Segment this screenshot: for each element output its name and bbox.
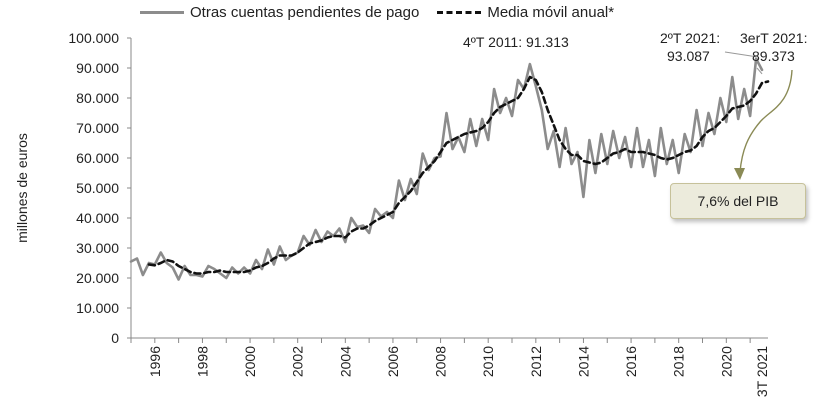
annotation-q2-2021-line2: 93.087	[667, 48, 710, 64]
x-tick-label: 1996	[147, 346, 163, 377]
y-tick-label: 20.000	[76, 270, 119, 286]
y-tick-label: 30.000	[76, 240, 119, 256]
y-tick-label: 0	[111, 330, 119, 346]
legend-swatch-solid	[140, 11, 184, 14]
annotation-peak-2011: 4ºT 2011: 91.313	[463, 34, 569, 50]
x-tick-label: 2018	[671, 346, 687, 377]
callout-connectors	[724, 51, 793, 180]
y-tick-label: 10.000	[76, 300, 119, 316]
callout-arrow-line	[739, 69, 793, 173]
x-tick-label: 2012	[528, 346, 544, 377]
x-tick-label: 2002	[290, 346, 306, 377]
legend-item-series1: Otras cuentas pendientes de pago	[140, 4, 419, 21]
legend-item-series2: Media móvil anual*	[437, 4, 614, 21]
annotation-q3-2021-line1: 3erT 2021:	[740, 30, 808, 46]
connector-q3-2021	[756, 67, 763, 75]
x-tick-label: 2000	[242, 346, 258, 377]
series-line-media-movil	[147, 75, 770, 275]
x-tick-label: 2008	[433, 346, 449, 377]
series-lines	[129, 57, 770, 281]
legend: Otras cuentas pendientes de pago Media m…	[140, 4, 632, 21]
x-tick-label: 2004	[337, 346, 353, 377]
connector-q2-2021	[724, 51, 757, 58]
x-tick-label: 2016	[623, 346, 639, 377]
legend-label-series2: Media móvil anual*	[487, 4, 615, 21]
y-tick-label: 90.000	[76, 60, 119, 76]
y-tick-label: 60.000	[76, 150, 119, 166]
y-axis-label: millones de euros	[14, 133, 30, 243]
x-tick-label: 3T 2021	[754, 346, 770, 397]
y-tick-label: 40.000	[76, 210, 119, 226]
legend-swatch-dashed	[437, 11, 482, 14]
annotation-q3-2021-line2: 89.373	[752, 48, 795, 64]
axes: 0 10.000 20.000 30.000 40.000 50.000 60.000 70.…	[68, 30, 770, 397]
series-line-otras-cuentas	[129, 57, 764, 281]
legend-label-series1: Otras cuentas pendientes de pago	[190, 4, 420, 21]
x-tick-label: 2010	[480, 346, 496, 377]
x-tick-label: 2020	[718, 346, 734, 377]
callout-arrow-head	[734, 168, 745, 180]
x-tick-label: 2006	[385, 346, 401, 377]
annotation-q2-2021-line1: 2ºT 2021:	[660, 30, 721, 46]
x-tick-label: 2014	[575, 346, 591, 377]
y-tick-label: 50.000	[76, 180, 119, 196]
y-tick-label: 100.000	[68, 30, 119, 46]
pib-callout-text: 7,6% del PIB	[697, 193, 779, 209]
x-tick-label: 1998	[194, 346, 210, 377]
y-tick-label: 70.000	[76, 120, 119, 136]
y-tick-label: 80.000	[76, 90, 119, 106]
pib-callout-box: 7,6% del PIB	[670, 183, 806, 219]
